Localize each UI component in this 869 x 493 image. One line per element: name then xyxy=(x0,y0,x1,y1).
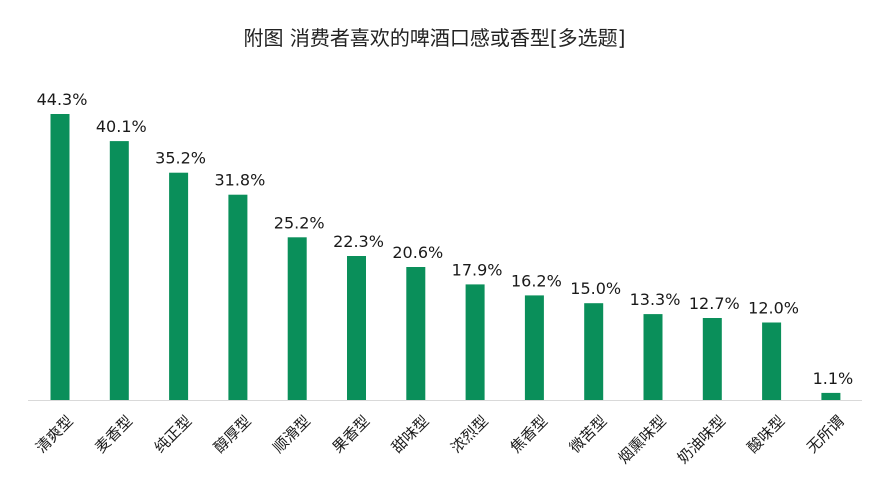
bar-6 xyxy=(406,267,426,400)
category-label-6: 甜味型 xyxy=(388,412,433,457)
value-label-13: 1.1% xyxy=(813,369,854,388)
category-label-3: 醇厚型 xyxy=(210,412,255,457)
value-labels-group: 44.3% 40.1% 35.2% 31.8% 25.2% 22.3% 20.6% 17.9%… xyxy=(37,90,854,388)
bar-9 xyxy=(584,303,604,400)
category-label-8: 焦香型 xyxy=(507,412,552,457)
category-label-1: 麦香型 xyxy=(91,412,136,457)
bar-1 xyxy=(109,141,129,400)
bar-3 xyxy=(228,194,248,400)
bar-10 xyxy=(643,314,663,400)
category-label-7: 浓烈型 xyxy=(447,412,492,457)
bar-4 xyxy=(287,237,307,400)
category-label-12: 酸味型 xyxy=(744,412,789,457)
value-label-10: 13.3% xyxy=(630,290,681,309)
bar-7 xyxy=(465,284,485,400)
category-label-2: 纯正型 xyxy=(151,412,196,457)
value-label-7: 17.9% xyxy=(452,260,503,279)
category-label-10: 烟熏味型 xyxy=(615,412,670,467)
value-label-8: 16.2% xyxy=(511,271,562,290)
bar-13 xyxy=(821,392,841,400)
category-label-5: 果香型 xyxy=(329,412,374,457)
value-label-2: 35.2% xyxy=(155,149,206,168)
category-label-4: 顺滑型 xyxy=(269,412,314,457)
bar-0 xyxy=(50,114,70,400)
chart-title: 附图 消费者喜欢的啤酒口感或香型[多选题] xyxy=(243,26,626,50)
value-label-4: 25.2% xyxy=(274,213,325,232)
bars-group xyxy=(50,114,841,400)
value-label-11: 12.7% xyxy=(689,294,740,313)
bar-12 xyxy=(762,322,782,400)
category-label-13: 无所谓 xyxy=(803,412,848,457)
bar-8 xyxy=(524,295,544,400)
category-labels-group: 清爽型 麦香型 纯正型 醇厚型 顺滑型 果香型 甜味型 浓烈型 焦香型 微苦型 烟熏味型 奶油味型 酸味… xyxy=(32,412,847,467)
value-label-6: 20.6% xyxy=(392,243,443,262)
value-label-0: 44.3% xyxy=(37,90,88,109)
category-label-11: 奶油味型 xyxy=(674,412,729,467)
value-label-3: 31.8% xyxy=(214,171,265,190)
bar-11 xyxy=(702,318,722,400)
bar-2 xyxy=(169,172,189,400)
value-label-1: 40.1% xyxy=(96,117,147,136)
category-label-9: 微苦型 xyxy=(566,412,611,457)
value-label-5: 22.3% xyxy=(333,232,384,251)
category-label-0: 清爽型 xyxy=(32,412,77,457)
bar-5 xyxy=(347,256,366,400)
value-label-12: 12.0% xyxy=(748,299,799,318)
value-label-9: 15.0% xyxy=(570,279,621,298)
